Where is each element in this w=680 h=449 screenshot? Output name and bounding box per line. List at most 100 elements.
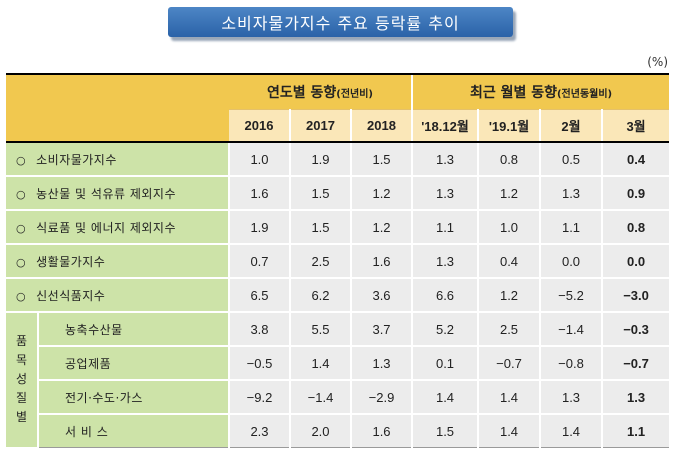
table-cell: 1.5 — [349, 142, 413, 177]
table-cell: 3.7 — [349, 312, 413, 347]
header-group-monthly: 최근 월별 동향(전년동월비) — [411, 73, 670, 110]
sub-row-label: 농축수산물 — [38, 312, 230, 347]
bullet-icon: ○ — [16, 153, 27, 167]
table-cell: 1.4 — [411, 380, 479, 415]
table-cell: 1.4 — [289, 346, 351, 381]
column-header: 2017 — [289, 109, 351, 143]
table-cell: 1.1 — [601, 414, 670, 448]
table-cell: −1.4 — [539, 312, 603, 347]
header-group-monthly-label: 최근 월별 동향 — [469, 85, 557, 101]
table-row: ○ 생활물가지수 0.7 2.5 1.6 1.3 0.4 0.0 0.0 — [6, 244, 670, 279]
table-cell: −0.3 — [601, 312, 670, 347]
bullet-icon: ○ — [16, 255, 27, 269]
table-cell: 5.5 — [289, 312, 351, 347]
table-cell: 5.2 — [411, 312, 479, 347]
table-cell: 1.3 — [411, 176, 479, 211]
table-cell: 0.4 — [601, 142, 670, 177]
table-cell: 2.0 — [289, 414, 351, 448]
row-label-text: 신선식품지수 — [36, 288, 106, 303]
column-header: '19.1월 — [477, 109, 541, 143]
table-cell: 2.5 — [289, 244, 351, 279]
table-row: ○ 식료품 및 에너지 제외지수 1.9 1.5 1.2 1.1 1.0 1.1 0.8 — [6, 210, 670, 245]
row-label: ○ 식료품 및 에너지 제외지수 — [6, 210, 230, 245]
table-cell: −0.7 — [601, 346, 670, 381]
column-header: 2016 — [229, 109, 290, 143]
table-cell: 0.8 — [477, 142, 541, 177]
table-row: ○ 신선식품지수 6.5 6.2 3.6 6.6 1.2 −5.2 −3.0 — [6, 278, 670, 313]
vertical-label-char: 성 — [15, 372, 28, 387]
table-cell: 1.9 — [229, 210, 290, 245]
bullet-icon: ○ — [16, 187, 27, 201]
table-cell: 1.0 — [229, 142, 290, 177]
table-cell: 1.6 — [229, 176, 290, 211]
vertical-label-char: 별 — [15, 410, 28, 425]
vertical-label-char: 품 — [15, 334, 28, 349]
table-cell: 1.2 — [349, 210, 413, 245]
table-row: 전기·수도·가스 −9.2 −1.4 −2.9 1.4 1.4 1.3 1.3 — [6, 380, 670, 415]
row-label-text: 소비자물가지수 — [36, 152, 117, 167]
row-label: ○ 소비자물가지수 — [6, 142, 230, 177]
table-cell: −5.2 — [539, 278, 603, 313]
header-corner — [6, 73, 229, 143]
column-header: 2월 — [539, 109, 603, 143]
table-cell: 6.5 — [229, 278, 290, 313]
table-cell: 1.4 — [477, 414, 541, 448]
table-cell: 1.6 — [349, 414, 413, 448]
table-cell: 1.2 — [349, 176, 413, 211]
bullet-icon: ○ — [16, 289, 27, 303]
table-cell: 1.2 — [477, 176, 541, 211]
table-cell: 2.3 — [229, 414, 290, 448]
sub-row-label: 서 비 스 — [38, 414, 230, 448]
table-cell: 1.4 — [539, 414, 603, 448]
table-cell: 1.3 — [411, 142, 479, 177]
row-label-text: 식료품 및 에너지 제외지수 — [36, 220, 176, 235]
header-group-annual: 연도별 동향(전년비) — [229, 73, 413, 110]
table-cell: 0.4 — [477, 244, 541, 279]
table-cell: 0.8 — [601, 210, 670, 245]
table-cell: 1.6 — [349, 244, 413, 279]
table-cell: −0.8 — [539, 346, 603, 381]
header-group-annual-label: 연도별 동향 — [266, 85, 337, 101]
table-cell: −9.2 — [229, 380, 290, 415]
page-title: 소비자물가지수 주요 등락률 추이 — [168, 7, 513, 37]
table-cell: 0.7 — [229, 244, 290, 279]
table-cell: 1.0 — [477, 210, 541, 245]
table-cell: 1.4 — [477, 380, 541, 415]
table-cell: 0.5 — [539, 142, 603, 177]
table-cell: 0.0 — [539, 244, 603, 279]
table-cell: 2.5 — [477, 312, 541, 347]
table-cell: −0.5 — [229, 346, 290, 381]
table-row: 품 목 성 질 별 농축수산물 3.8 5.5 3.7 5.2 2.5 −1.4 −0.3 — [6, 312, 670, 449]
table-cell: 1.1 — [539, 210, 603, 245]
table-cell: 1.3 — [539, 380, 603, 415]
table-cell: 0.9 — [601, 176, 670, 211]
unit-label: (%) — [647, 55, 668, 69]
table-cell: 1.3 — [411, 244, 479, 279]
row-label-text: 농산물 및 석유류 제외지수 — [36, 186, 176, 201]
sub-row-label: 공업제품 — [38, 346, 230, 381]
table-cell: 1.5 — [411, 414, 479, 448]
vertical-label-char: 질 — [15, 391, 28, 406]
table-cell: −1.4 — [289, 380, 351, 415]
table-cell: −2.9 — [349, 380, 413, 415]
table-cell: 6.2 — [289, 278, 351, 313]
table-row: 공업제품 −0.5 1.4 1.3 0.1 −0.7 −0.8 −0.7 — [6, 346, 670, 381]
table-cell: −3.0 — [601, 278, 670, 313]
table-cell: 0.1 — [411, 346, 479, 381]
header-group-annual-note: (전년비) — [336, 89, 374, 100]
table-cell: 1.3 — [349, 346, 413, 381]
table-cell: 1.3 — [601, 380, 670, 415]
vertical-label-char: 목 — [15, 353, 28, 368]
table-cell: 1.1 — [411, 210, 479, 245]
table-cell: 6.6 — [411, 278, 479, 313]
table-cell: 1.3 — [539, 176, 603, 211]
table-cell: 3.6 — [349, 278, 413, 313]
column-header: '18.12월 — [411, 109, 479, 143]
cpi-table: 연도별 동향(전년비) 최근 월별 동향(전년동월비) 2016 2017 20… — [6, 73, 670, 449]
bullet-icon: ○ — [16, 221, 27, 235]
column-header: 2018 — [349, 109, 413, 143]
row-label: ○ 생활물가지수 — [6, 244, 230, 279]
table-cell: 1.9 — [289, 142, 351, 177]
table-cell: 3.8 — [229, 312, 290, 347]
